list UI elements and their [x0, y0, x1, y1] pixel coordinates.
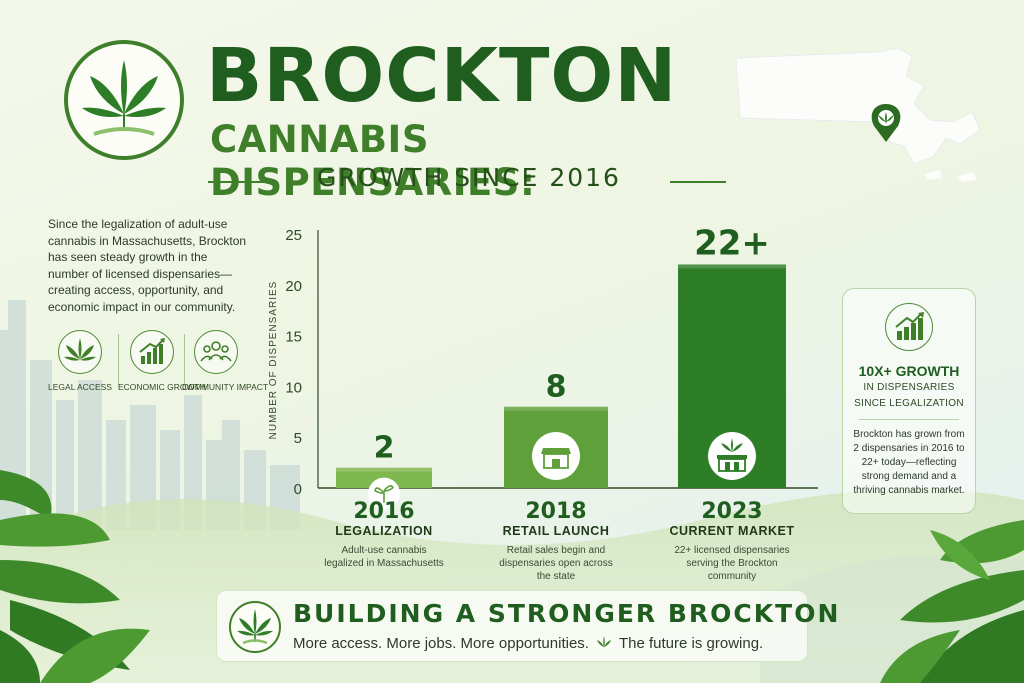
- bar-highlight: [504, 406, 608, 411]
- people-icon: [194, 330, 238, 374]
- card-divider: [859, 419, 959, 420]
- y-axis-label: NUMBER OF DISPENSARIES: [268, 281, 279, 440]
- massachusetts-map: [735, 47, 981, 182]
- location-pin-icon: [871, 104, 901, 142]
- y-tick-label: 0: [294, 481, 302, 498]
- milestone-year: 2023: [701, 499, 762, 524]
- cannabis-leaf-icon: [596, 636, 611, 648]
- banner-headline: BUILDING A STRONGER BROCKTON: [293, 599, 841, 628]
- right-leaves: [880, 520, 1024, 683]
- dispensary-icon: [708, 432, 756, 480]
- bar-value-label: 8: [546, 370, 567, 405]
- sprout-icon: [368, 477, 400, 510]
- page-subtitle: CANNABIS DISPENSARIES:: [210, 118, 536, 204]
- divider-right: [670, 181, 726, 183]
- tagline-text: GROWTH SINCE 2016: [317, 163, 621, 192]
- dispensary-bar-chart: NUMBER OF DISPENSARIES 0 5 10 15 20 25 2 2016L…: [268, 223, 818, 582]
- milestone-name: LEGALIZATION: [335, 524, 432, 538]
- tagline-part-1: More access. More jobs. More opportuniti…: [293, 635, 589, 652]
- stat-headline: 10X+ GROWTH: [858, 363, 960, 379]
- cannabis-leaf-icon: [82, 60, 166, 136]
- feature-label: COMMUNITY IMPACT: [182, 382, 269, 392]
- milestone-year: 2016: [353, 499, 414, 524]
- growth-stat-card: 10X+ GROWTH IN DISPENSARIES SINCE LEGALI…: [842, 288, 976, 514]
- bar-highlight: [678, 264, 786, 269]
- bar-highlight: [336, 467, 432, 472]
- growth-chart-icon: [130, 330, 174, 374]
- bar-value-label: 22+: [694, 223, 770, 263]
- y-tick-label: 20: [285, 278, 302, 295]
- page-title: BROCKTON: [206, 33, 678, 119]
- milestone-description: serving the Brockton: [686, 558, 777, 569]
- tagline: GROWTH SINCE 2016: [208, 163, 728, 199]
- milestone-description: 22+ licensed dispensaries: [674, 545, 789, 556]
- cannabis-leaf-icon: [58, 330, 102, 374]
- growth-chart-icon: [885, 303, 933, 351]
- milestone-description: the state: [537, 571, 576, 582]
- milestone-description: Retail sales begin and: [507, 545, 605, 556]
- city-skyline: [0, 300, 300, 530]
- milestone-description: community: [708, 571, 756, 582]
- feature-legal-access: LEGAL ACCESS: [46, 330, 114, 392]
- feature-label: LEGAL ACCESS: [48, 382, 112, 392]
- y-tick-label: 5: [294, 430, 302, 447]
- stat-line-2: SINCE LEGALIZATION: [854, 398, 964, 409]
- cannabis-leaf-icon: [229, 601, 281, 653]
- milestone-year: 2018: [525, 499, 586, 524]
- tagline-part-2: The future is growing.: [618, 635, 764, 652]
- storefront-icon: [532, 432, 580, 480]
- feature-label: ECONOMIC GROWTH: [118, 382, 206, 392]
- y-tick-label: 15: [285, 329, 302, 346]
- milestone-description: Adult-use cannabis: [341, 545, 426, 556]
- left-leaves: [0, 470, 150, 683]
- feature-divider: [184, 334, 185, 386]
- cannabis-logo: [64, 40, 184, 160]
- divider-left: [208, 181, 264, 183]
- y-tick-label: 10: [285, 379, 302, 396]
- feature-divider: [118, 334, 119, 386]
- milestone-description: dispensaries open across: [499, 558, 612, 569]
- milestone-description: legalized in Massachusetts: [324, 558, 444, 569]
- banner-tagline: More access. More jobs. More opportuniti…: [293, 635, 763, 652]
- stat-description: Brockton has grown from 2 dispensaries i…: [853, 429, 965, 496]
- milestone-name: RETAIL LAUNCH: [503, 524, 610, 538]
- stat-line-1: IN DISPENSARIES: [863, 382, 955, 393]
- y-tick-label: 25: [285, 227, 302, 244]
- intro-paragraph: Since the legalization of adult-use cann…: [48, 217, 247, 314]
- feature-community-impact: COMMUNITY IMPACT: [182, 330, 269, 392]
- bottom-banner: BUILDING A STRONGER BROCKTON More access…: [216, 590, 838, 662]
- milestone-name: CURRENT MARKET: [669, 524, 794, 538]
- bar-value-label: 2: [374, 431, 395, 466]
- feature-economic-growth: ECONOMIC GROWTH: [118, 330, 206, 392]
